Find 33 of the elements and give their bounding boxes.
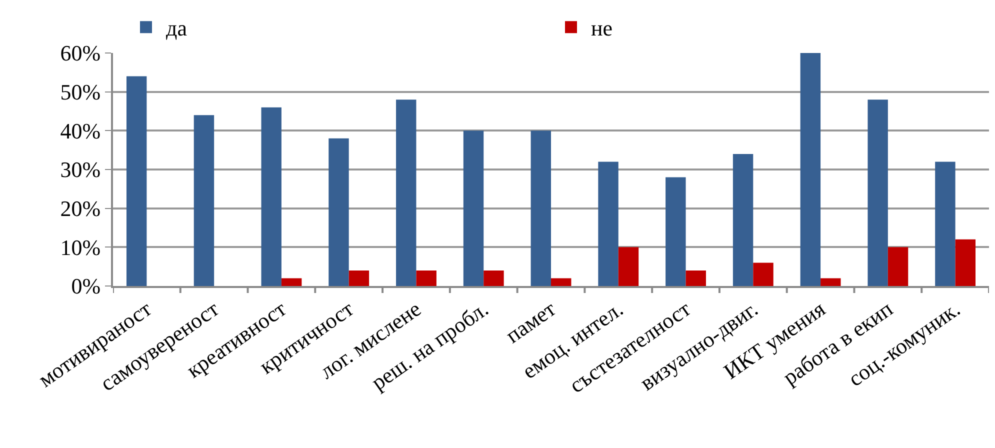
y-tick-label: 50% — [60, 80, 101, 105]
bar — [484, 270, 504, 286]
bar — [348, 270, 370, 286]
bar — [551, 278, 572, 286]
bar — [868, 100, 888, 286]
y-tick-label: 40% — [60, 118, 101, 144]
bar — [800, 53, 821, 286]
bar — [820, 278, 841, 286]
y-tick-label: 60% — [60, 40, 101, 66]
bar — [194, 115, 214, 286]
y-tick-label: 10% — [60, 234, 101, 260]
y-tick-label: 20% — [60, 196, 101, 222]
y-tick-label: 0% — [71, 274, 101, 299]
bar — [888, 247, 908, 286]
bar — [598, 162, 618, 286]
bar — [463, 130, 484, 286]
legend-label: не — [591, 16, 613, 41]
bar — [732, 154, 754, 286]
bar — [261, 107, 282, 286]
bar — [666, 177, 686, 286]
bar — [328, 138, 349, 286]
bar — [281, 278, 302, 286]
bar — [126, 76, 147, 286]
bar — [530, 130, 551, 286]
bar — [753, 262, 774, 286]
bar — [416, 270, 436, 286]
legend-label: да — [166, 16, 188, 41]
bar — [618, 247, 639, 286]
bar — [935, 162, 956, 286]
y-tick-label: 30% — [60, 157, 101, 182]
bar — [396, 100, 416, 286]
bar — [955, 239, 976, 286]
bar — [686, 270, 706, 286]
